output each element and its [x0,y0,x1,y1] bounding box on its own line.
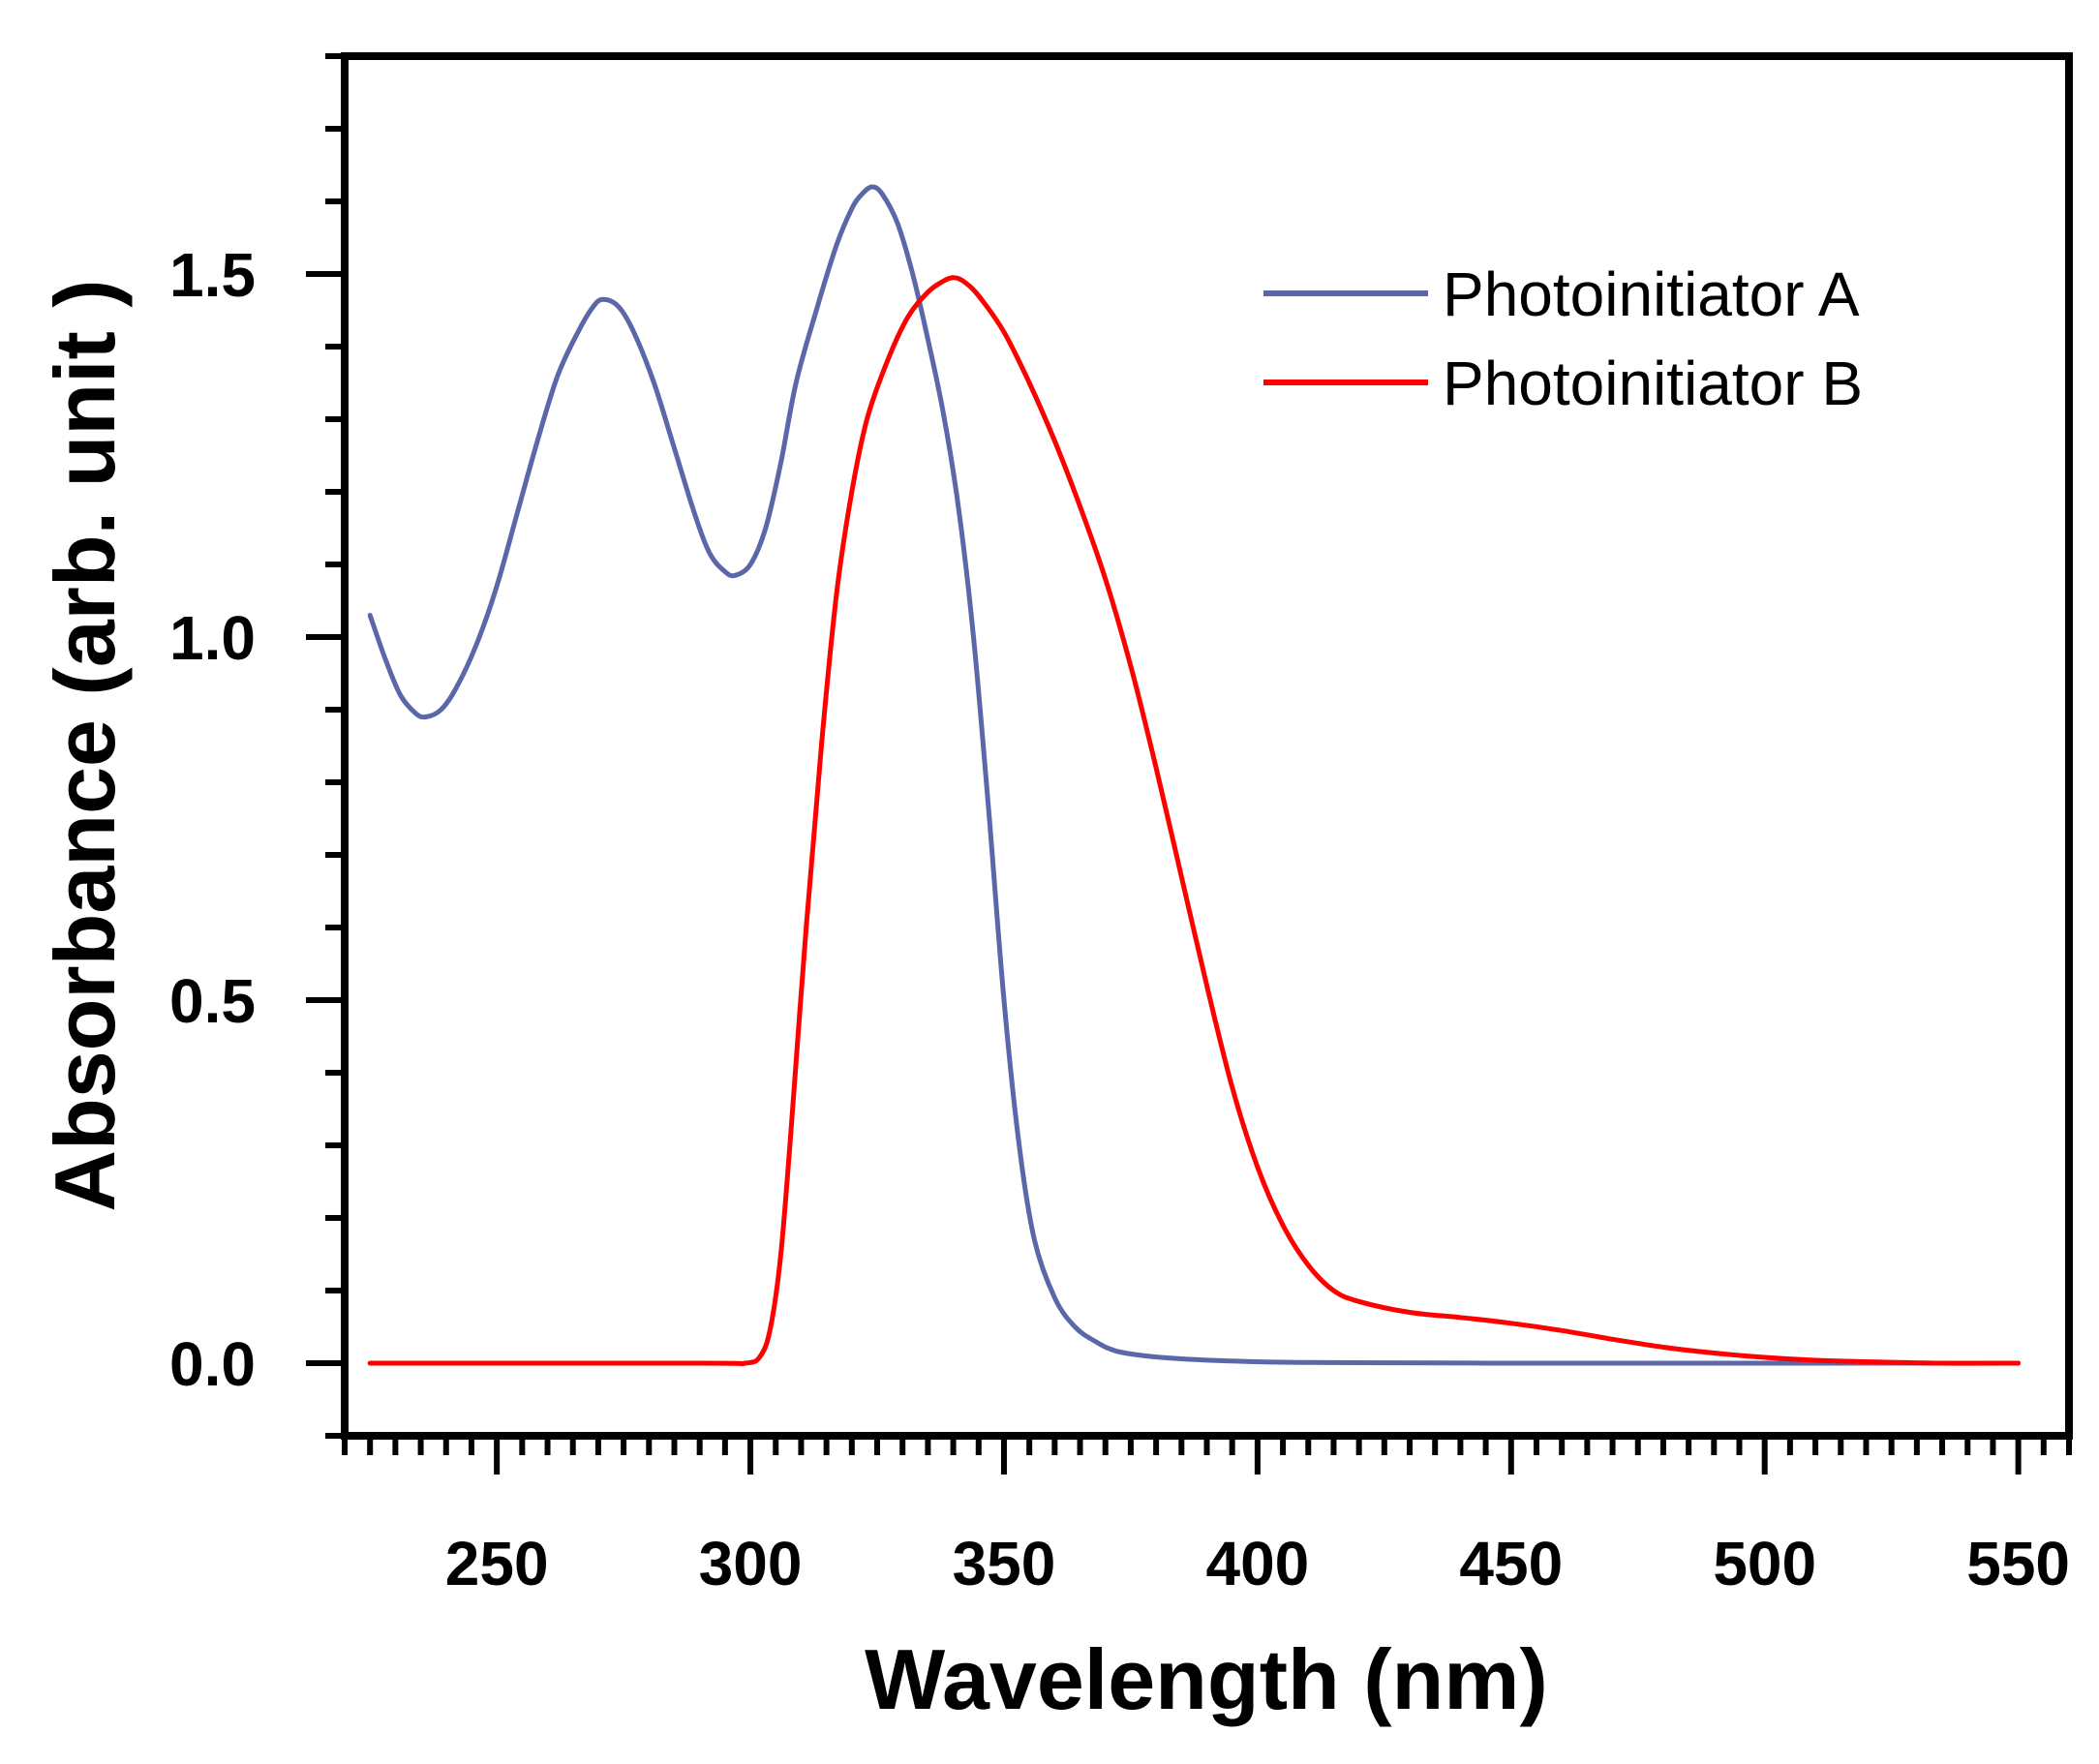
x-tick-label: 500 [1713,1529,1816,1598]
x-tick-label: 250 [445,1529,549,1598]
series-line-photoinitiator-a [367,184,2022,1366]
x-tick-labels: 250 300 350 400 450 500 550 [445,1529,2070,1598]
x-tick-label: 300 [699,1529,803,1598]
x-tick-label: 400 [1205,1529,1309,1598]
y-tick-labels: 0.0 0.5 1.0 1.5 [169,240,256,1399]
series-line-photoinitiator-b [367,275,2022,1367]
y-tick-label: 0.5 [169,966,256,1036]
legend: Photoinitiator A Photoinitiator B [1263,259,1863,418]
y-tick-label: 1.0 [169,603,256,673]
x-tick-label: 450 [1459,1529,1563,1598]
series-layer [367,184,2022,1367]
y-tick-label: 0.0 [169,1329,256,1399]
legend-label-photoinitiator-b: Photoinitiator B [1443,349,1863,418]
legend-label-photoinitiator-a: Photoinitiator A [1443,259,1860,329]
x-axis-title: Wavelength (nm) [865,1631,1548,1727]
plot-frame [341,52,2073,1440]
y-axis-title: Absorbance (arb. unit ) [37,279,133,1211]
x-tick-label: 350 [953,1529,1056,1598]
x-major-ticks [494,1436,2022,1475]
y-major-ticks [306,271,345,1366]
y-tick-label: 1.5 [169,240,256,310]
x-tick-label: 550 [1966,1529,2070,1598]
